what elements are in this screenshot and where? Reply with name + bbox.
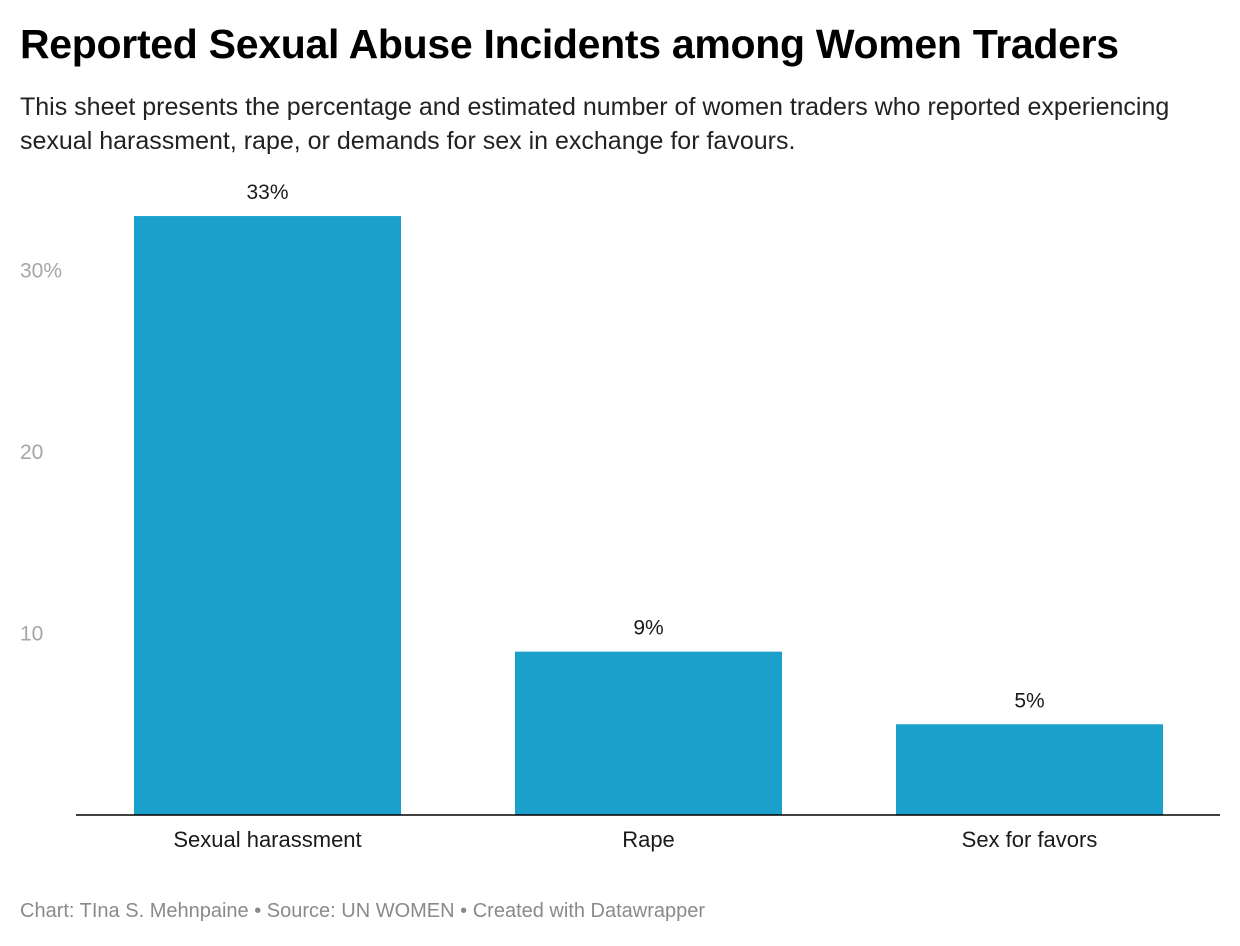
source-credit: Source: UN WOMEN bbox=[266, 900, 455, 922]
y-tick-label: 30% bbox=[20, 260, 62, 283]
footer-separator-2: • bbox=[454, 900, 473, 922]
bar bbox=[515, 651, 782, 815]
bar bbox=[134, 216, 401, 816]
y-tick-label: 20 bbox=[20, 441, 43, 464]
chart-title: Reported Sexual Abuse Incidents among Wo… bbox=[20, 21, 1119, 67]
x-category-label: Rape bbox=[622, 827, 675, 852]
value-labels-group: 33% 9% 5% bbox=[246, 181, 1044, 712]
x-category-label: Sex for favors bbox=[962, 827, 1098, 852]
x-axis-labels: Sexual harassment Rape Sex for favors bbox=[173, 827, 1097, 852]
created-with: Created with Datawrapper bbox=[472, 900, 706, 922]
bar-value-label: 5% bbox=[1014, 689, 1044, 712]
y-tick-label: 10 bbox=[20, 623, 43, 646]
chart-credit: Chart: TIna S. Mehnpaine bbox=[20, 900, 249, 922]
bar-value-label: 33% bbox=[246, 181, 288, 204]
chart-footer: Chart: TIna S. Mehnpaine • Source: UN WO… bbox=[20, 900, 705, 923]
y-axis-ticks: 10 20 30% bbox=[20, 260, 62, 646]
x-category-label: Sexual harassment bbox=[173, 827, 361, 852]
footer-separator-1: • bbox=[248, 900, 267, 922]
bar-value-label: 9% bbox=[633, 617, 663, 640]
chart-subtitle: This sheet presents the percentage and e… bbox=[20, 93, 1170, 155]
bars-group bbox=[134, 216, 1163, 816]
bar bbox=[896, 724, 1163, 815]
